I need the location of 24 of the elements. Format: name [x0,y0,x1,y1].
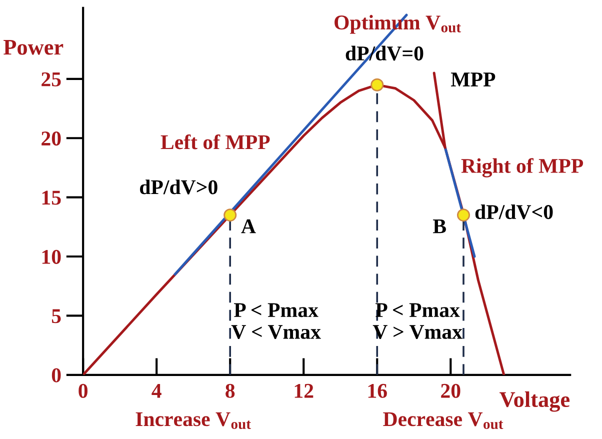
annotation: Left of MPP [160,134,270,150]
y-tick-label: 15 [42,190,61,205]
annotation: dP/dV<0 [475,204,553,220]
x-axis-title: Voltage [500,391,570,412]
annotation: dP/dV>0 [140,180,218,194]
annotation: MPP [450,72,496,86]
text: Increase V$_{out}$ [136,412,251,430]
annotation: B [433,219,446,234]
text: Decrease V$_{out}$ [383,412,504,430]
annotation: A [241,219,256,234]
annotation: P < Pmax V < Vmax [231,303,321,340]
y-axis-title: Power [4,40,64,55]
y-tick-label: 25 [42,72,61,86]
y-tick-label: 0 [52,368,61,382]
x-tick-label: 0 [78,384,88,398]
x-tick-label: 12 [294,384,314,398]
x-tick-label: 16 [368,384,387,398]
x-tick-label: 8 [226,384,235,398]
y-tick-label: 5 [52,309,61,324]
x-tick-label: 4 [152,384,162,398]
annotation: Right of MPP [461,158,584,178]
y-tick-label: 10 [42,250,61,264]
x-tick-label: 20 [441,384,460,398]
y-tick-label: 20 [42,132,61,146]
